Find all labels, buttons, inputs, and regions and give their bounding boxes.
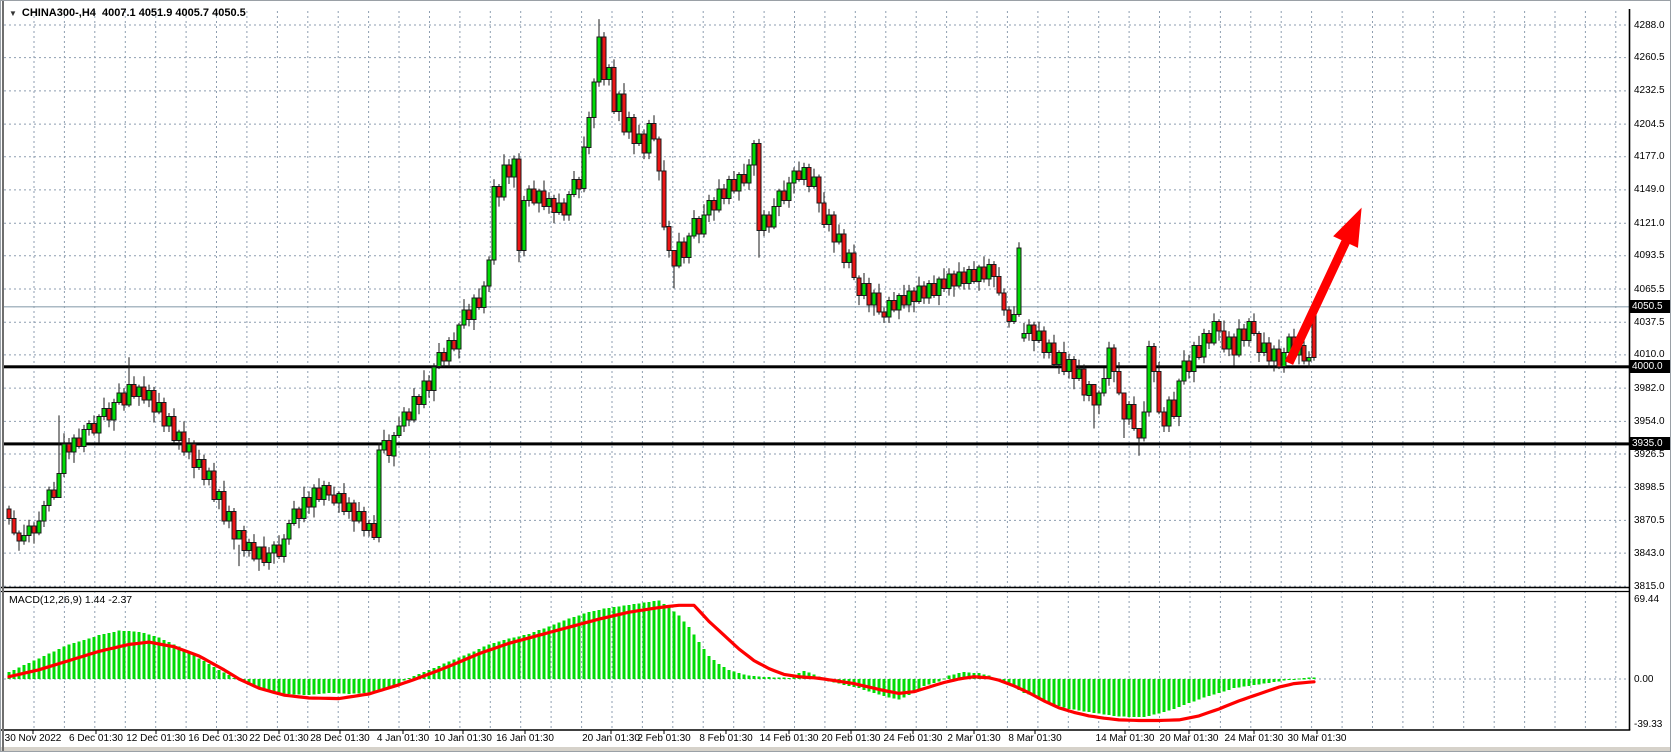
candles-layer [6, 36, 1317, 564]
price-tick-label: 4260.5 [1634, 52, 1665, 64]
date-tick-label: 22 Dec 01:30 [249, 733, 309, 744]
window-left-border [2, 1, 4, 751]
price-tick-label: 4121.0 [1634, 217, 1665, 229]
chart-frame-lines [1, 9, 1631, 734]
date-tick-label: 6 Dec 01:30 [69, 733, 123, 744]
date-tick-label: 8 Mar 01:30 [1008, 733, 1062, 744]
price-tick-label: 3843.0 [1634, 547, 1665, 559]
date-tick-label: 30 Nov 2022 [4, 733, 62, 744]
date-tick-label: 20 Feb 01:30 [821, 733, 881, 744]
macd-tick-label: 69.44 [1634, 593, 1660, 605]
chart-title-text: CHINA300-,H4 4007.1 4051.9 4005.7 4050.5 [21, 7, 246, 19]
pane-separator[interactable] [1, 585, 1629, 593]
price-tick-label: 4177.0 [1634, 151, 1665, 163]
macd-indicator-label: MACD(12,26,9) 1.44 -2.37 [9, 594, 133, 606]
date-tick-label: 16 Dec 01:30 [188, 733, 248, 744]
date-tick-label: 4 Jan 01:30 [376, 733, 430, 744]
price-tick-label: 3982.0 [1634, 382, 1665, 394]
price-tick-label: 4093.5 [1634, 250, 1665, 262]
date-tick-label: 16 Jan 01:30 [496, 733, 554, 744]
price-tick-label: 3870.5 [1634, 514, 1665, 526]
price-badge: 3935.0 [1630, 437, 1670, 451]
date-tick-label: 2 Feb 01:30 [637, 733, 691, 744]
price-tick-label: 3815.0 [1634, 580, 1665, 592]
date-tick-label: 20 Mar 01:30 [1159, 733, 1219, 744]
chart-title: ▼ CHINA300-,H4 4007.1 4051.9 4005.7 4050.… [9, 7, 246, 19]
price-tick-label: 3898.5 [1634, 481, 1665, 493]
price-tick-label: 4149.0 [1634, 184, 1665, 196]
date-tick-label: 14 Feb 01:30 [759, 733, 819, 744]
date-tick-label: 14 Mar 01:30 [1095, 733, 1155, 744]
date-tick-label: 8 Feb 01:30 [699, 733, 753, 744]
date-tick-label: 24 Mar 01:30 [1224, 733, 1284, 744]
price-tick-label: 4288.0 [1634, 19, 1665, 31]
macd-tick-label: 0.00 [1634, 673, 1654, 685]
date-tick-label: 28 Dec 01:30 [310, 733, 370, 744]
date-tick-label: 10 Jan 01:30 [434, 733, 492, 744]
price-tick-label: 3926.5 [1634, 448, 1665, 460]
price-tick-label: 4204.5 [1634, 118, 1665, 130]
price-tick-label: 4010.0 [1634, 349, 1665, 361]
price-tick-label: 4232.5 [1634, 85, 1665, 97]
price-tick-label: 4037.5 [1634, 316, 1665, 328]
macd-tick-label: -39.33 [1634, 718, 1663, 730]
date-tick-label: 12 Dec 01:30 [126, 733, 186, 744]
date-tick-label: 2 Mar 01:30 [947, 733, 1001, 744]
date-tick-label: 24 Feb 01:30 [883, 733, 943, 744]
symbol-dropdown-icon: ▼ [9, 9, 17, 18]
price-tick-label: 4065.5 [1634, 283, 1665, 295]
trend-arrow[interactable] [1284, 207, 1362, 365]
support-resistance-levels[interactable] [4, 365, 1630, 446]
candle-wicks-layer [8, 19, 1315, 571]
price-tick-label: 3954.0 [1634, 415, 1665, 427]
window-bottom-band [1, 747, 1670, 751]
price-badge: 4000.0 [1630, 360, 1670, 374]
price-badge: 4050.5 [1630, 300, 1670, 314]
date-tick-label: 20 Jan 01:30 [582, 733, 640, 744]
date-tick-label: 30 Mar 01:30 [1287, 733, 1347, 744]
macd-signal-line [7, 603, 1316, 723]
grid-layer [4, 11, 1630, 730]
